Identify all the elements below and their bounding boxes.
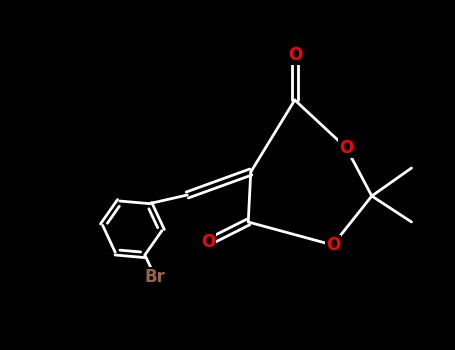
Text: O: O xyxy=(326,236,340,254)
Text: O: O xyxy=(201,233,216,251)
Text: O: O xyxy=(339,139,354,157)
Text: Br: Br xyxy=(145,268,166,286)
Text: O: O xyxy=(288,46,302,64)
